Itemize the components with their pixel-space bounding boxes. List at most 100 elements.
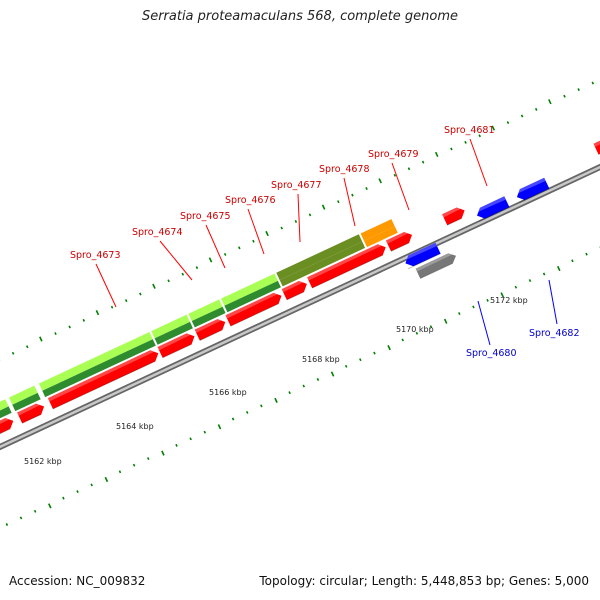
gene-label-spro-4675: Spro_4675 xyxy=(180,211,231,222)
upper-tick-mark xyxy=(563,94,566,98)
forward-gene-arrow-10-body xyxy=(593,140,600,155)
band-lower-4 xyxy=(191,306,226,328)
lower-tick-mark xyxy=(76,490,79,494)
lower-tick-mark xyxy=(302,384,306,388)
lower-tick-mark xyxy=(585,252,588,256)
lower-tick-mark xyxy=(104,476,109,483)
forward-gene-arrow-0-body xyxy=(0,418,14,434)
gene-labels: Spro_4673 Spro_4674 Spro_4675 Spro_4676 Spro… xyxy=(70,125,580,359)
leader-line-spro-4682 xyxy=(548,279,558,325)
reverse-gene-arrow-2-shadow xyxy=(519,188,550,203)
band-lower-0 xyxy=(0,406,12,419)
upper-tick-mark xyxy=(238,246,241,250)
leader-line-spro-4673 xyxy=(95,263,117,308)
band-upper-6 xyxy=(276,234,363,281)
lower-tick-mark xyxy=(146,457,150,461)
forward-gene-arrow-0-highlight xyxy=(0,418,10,425)
band-lower-2 xyxy=(42,339,156,398)
forward-gene-arrow-3-body xyxy=(157,333,195,358)
upper-tick-mark xyxy=(450,147,453,151)
reverse-gene-arrow-1-highlight xyxy=(478,196,506,212)
upper-tick-mark xyxy=(252,239,255,243)
upper-tick-mark xyxy=(506,121,510,125)
upper-tick-mark xyxy=(421,160,425,164)
upper-tick-mark xyxy=(54,332,57,336)
lower-tick-mark xyxy=(203,430,207,434)
lower-tick-mark xyxy=(274,397,278,403)
gene-label-spro-4682: Spro_4682 xyxy=(529,328,580,339)
lower-tick-mark xyxy=(161,450,165,456)
forward-gene-arrow-4-body xyxy=(194,319,226,341)
gene-label-spro-4678: Spro_4678 xyxy=(319,164,370,175)
backbone-track xyxy=(0,163,600,451)
upper-tick-mark xyxy=(152,283,156,289)
forward-gene-arrow-9-body xyxy=(442,207,465,226)
lower-tick-mark xyxy=(458,312,461,316)
lower-tick-mark xyxy=(557,265,561,272)
scale-label: 5162 kbp xyxy=(24,457,62,466)
forward-gene-arrow-8-highlight xyxy=(385,232,408,244)
lower-tick-mark xyxy=(260,404,263,408)
accession-text: Accession: NC_009832 xyxy=(9,574,146,588)
forward-gene-arrow-7-highlight xyxy=(307,244,382,281)
upper-tick-mark xyxy=(294,220,298,223)
gc-skew-track xyxy=(0,219,398,419)
lower-tick-mark xyxy=(401,338,404,342)
leader-line-spro-4676 xyxy=(247,208,265,255)
scale-label: 5164 kbp xyxy=(116,422,154,431)
lower-tick-mark xyxy=(443,318,448,324)
forward-gene-arrow-2-body xyxy=(47,350,159,409)
forward-gene-arrow-4-shadow xyxy=(199,329,223,341)
band-upper-4 xyxy=(188,299,223,321)
forward-gene-arrow-2-shadow xyxy=(52,360,156,410)
forward-gene-arrow-9-highlight xyxy=(442,207,461,218)
lower-tick-mark xyxy=(387,345,391,351)
leader-line-spro-4677 xyxy=(297,193,301,243)
lower-tick-mark xyxy=(344,364,348,368)
upper-tick-mark xyxy=(464,140,467,144)
band-upper-0 xyxy=(0,399,9,411)
upper-tick-mark xyxy=(181,272,185,276)
band-upper-3 xyxy=(151,314,190,339)
forward-gene-arrow-6-body xyxy=(281,281,307,300)
band-upper-2 xyxy=(38,332,153,391)
upper-tick-mark xyxy=(407,167,411,171)
forward-gene-arrow-1-body xyxy=(17,403,45,424)
leader-line-spro-4680 xyxy=(477,300,491,346)
band-upper-1 xyxy=(9,385,38,405)
scale-label: 5170 kbp xyxy=(396,325,434,334)
forward-gene-arrow-9-shadow xyxy=(446,217,462,226)
scale-labels: 5162 kbp 5164 kbp 5166 kbp 5168 kbp 5170 kbp… xyxy=(24,296,528,466)
upper-tick-mark xyxy=(39,336,43,342)
lower-tick-mark xyxy=(472,305,475,309)
upper-tick-mark xyxy=(434,151,439,158)
gene-track xyxy=(0,140,600,435)
lower-tick-mark xyxy=(316,378,320,381)
upper-tick-mark xyxy=(534,107,538,111)
lower-tick-mark xyxy=(373,351,376,355)
upper-tick-mark xyxy=(280,226,283,230)
lower-tick-mark xyxy=(33,509,37,513)
scale-label: 5166 kbp xyxy=(209,388,247,397)
band-lower-3 xyxy=(154,321,193,345)
scale-label: 5172 kbp xyxy=(490,296,528,305)
lower-tick-mark xyxy=(90,483,93,487)
upper-tick-mark xyxy=(393,173,397,177)
band-lower-6 xyxy=(279,241,366,287)
upper-tick-mark xyxy=(167,279,170,283)
forward-gene-arrow-6-highlight xyxy=(281,281,303,293)
upper-tick-mark xyxy=(351,193,354,197)
upper-tick-mark xyxy=(124,299,128,303)
forward-gene-arrow-5-shadow xyxy=(230,303,279,327)
upper-tick-mark xyxy=(95,310,100,316)
forward-gene-arrow-1-shadow xyxy=(21,414,42,424)
gene-label-spro-4681: Spro_4681 xyxy=(444,125,495,136)
lower-tick-mark xyxy=(217,424,222,430)
reverse-gene-arrow-2-body xyxy=(516,177,550,200)
forward-gene-arrow-3-shadow xyxy=(162,343,192,359)
upper-tick-mark xyxy=(68,325,71,329)
upper-tick-mark xyxy=(25,345,29,349)
forward-gene-arrow-5-body xyxy=(225,292,282,327)
gene-label-spro-4674: Spro_4674 xyxy=(132,227,183,238)
